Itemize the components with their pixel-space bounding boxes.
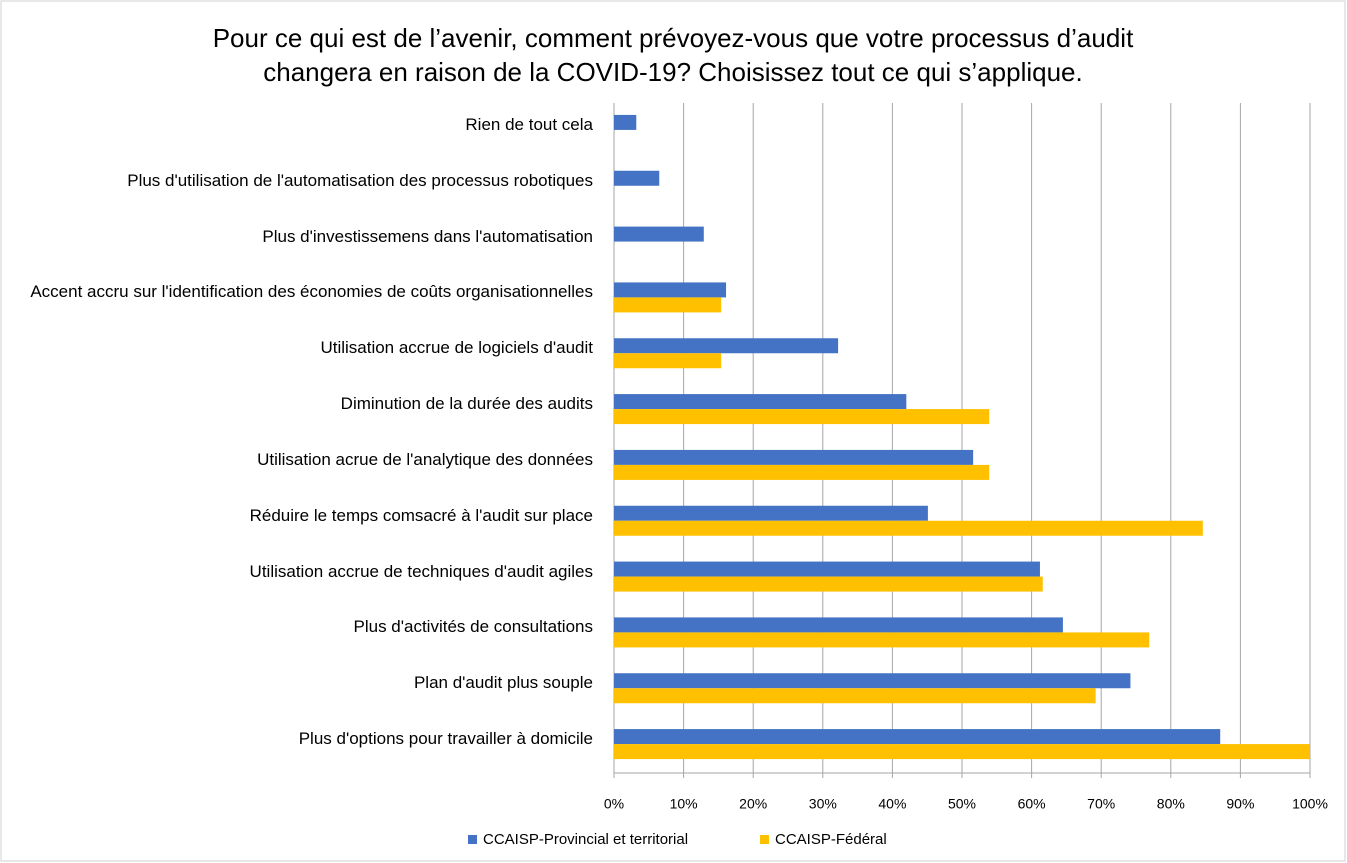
legend-swatch <box>468 835 477 844</box>
bar <box>614 688 1096 704</box>
x-tick-label: 60% <box>1018 796 1046 812</box>
x-tick-label: 10% <box>670 796 698 812</box>
x-tick-label: 80% <box>1157 796 1185 812</box>
bar <box>614 353 722 369</box>
x-tick-label: 50% <box>948 796 976 812</box>
x-tick-label: 20% <box>739 796 767 812</box>
y-tick-label: Utilisation acrue de l'analytique des do… <box>257 449 593 469</box>
y-tick-label: Plus d'activités de consultations <box>353 617 594 637</box>
legend-swatch <box>760 835 769 844</box>
bar <box>614 409 990 425</box>
y-tick-label: Plan d'audit plus souple <box>413 673 593 693</box>
bar <box>614 394 907 410</box>
bar <box>614 464 990 480</box>
x-tick-label: 90% <box>1226 796 1254 812</box>
bar <box>614 632 1150 648</box>
x-tick-label: 40% <box>878 796 906 812</box>
bar <box>614 561 1040 577</box>
y-tick-label: Diminution de la durée des audits <box>340 394 593 414</box>
bar <box>614 114 637 130</box>
chart-title: changera en raison de la COVID-19? Chois… <box>263 57 1082 87</box>
bar <box>614 520 1203 536</box>
x-tick-label: 100% <box>1292 796 1328 812</box>
y-tick-label: Accent accru sur l'identification des éc… <box>30 282 593 302</box>
y-tick-label: Rien de tout cela <box>465 114 593 134</box>
bar <box>614 505 928 521</box>
y-tick-label: Plus d'investissemens dans l'automatisat… <box>262 226 593 246</box>
chart-title: Pour ce qui est de l’avenir, comment pré… <box>213 23 1134 53</box>
bar <box>614 226 704 242</box>
y-tick-label: Utilisation accrue de techniques d'audit… <box>249 561 593 581</box>
bar <box>614 449 974 465</box>
bar <box>614 744 1310 760</box>
legend-label: CCAISP-Fédéral <box>775 831 887 848</box>
bar <box>614 170 660 186</box>
bar <box>614 282 727 298</box>
y-tick-label: Réduire le temps comsacré à l'audit sur … <box>249 505 593 525</box>
bar <box>614 297 722 313</box>
x-tick-label: 30% <box>809 796 837 812</box>
y-tick-label: Utilisation accrue de logiciels d'audit <box>320 338 593 358</box>
y-tick-label: Plus d'utilisation de l'automatisation d… <box>127 170 593 190</box>
bar <box>614 338 839 354</box>
x-tick-label: 0% <box>604 796 624 812</box>
y-tick-label: Plus d'options pour travailler à domicil… <box>298 729 593 749</box>
legend-label: CCAISP-Provincial et territorial <box>483 831 688 848</box>
bar <box>614 576 1043 592</box>
x-tick-label: 70% <box>1087 796 1115 812</box>
bar <box>614 617 1063 633</box>
bar <box>614 673 1131 689</box>
bar <box>614 729 1221 745</box>
